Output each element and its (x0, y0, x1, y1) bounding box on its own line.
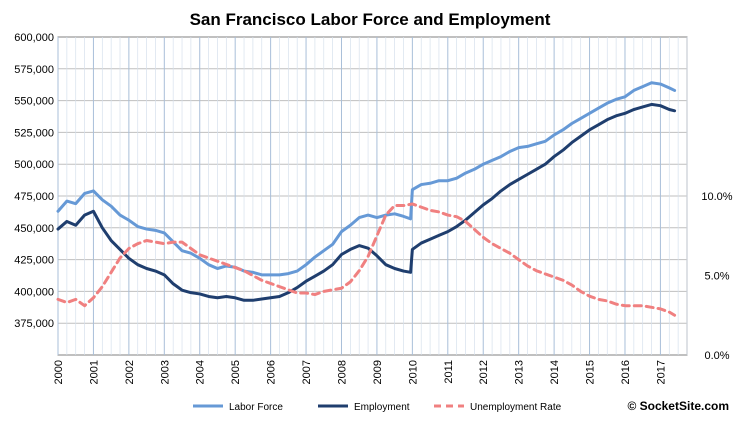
x-axis: 2000 2001 2002 2003 2004 2005 2006 2007 2008 2009… (53, 360, 667, 384)
right-y-axis: 10.0% 5.0% 0.0% (701, 191, 732, 362)
y-tick-label: 450,000 (14, 223, 54, 235)
y-tick-label: 550,000 (14, 96, 54, 108)
legend-label: Labor Force (229, 402, 283, 413)
series-line-employment (56, 102, 677, 302)
x-tick-label: 2012 (478, 360, 490, 384)
y-tick-label: 600,000 (14, 32, 54, 44)
chart-title: San Francisco Labor Force and Employment (190, 10, 551, 29)
x-tick-label: 2010 (407, 360, 419, 384)
y2-tick-label: 10.0% (701, 191, 732, 203)
x-tick-label: 2004 (195, 360, 207, 384)
x-tick-label: 2003 (159, 360, 171, 384)
y-tick-label: 500,000 (14, 159, 54, 171)
x-tick-label: 2002 (124, 360, 136, 384)
y-tick-label: 475,000 (14, 191, 54, 203)
y-tick-label: 425,000 (14, 255, 54, 267)
series-line-labor-force (56, 81, 677, 277)
left-y-axis: 600,000 575,000 550,000 525,000 500,000 475,0… (14, 32, 54, 330)
x-tick-label: 2006 (266, 360, 278, 384)
x-tick-label: 2005 (230, 360, 242, 384)
x-tick-label: 2001 (88, 360, 100, 384)
gridlines (57, 37, 688, 355)
x-tick-label: 2008 (336, 360, 348, 384)
y-tick-label: 575,000 (14, 64, 54, 76)
y-tick-label: 375,000 (14, 318, 54, 330)
x-tick-label: 2007 (301, 360, 313, 384)
x-tick-label: 2015 (585, 360, 597, 384)
y2-tick-label: 5.0% (704, 271, 729, 283)
y2-tick-label: 0.0% (704, 350, 729, 362)
x-tick-label: 2016 (620, 360, 632, 384)
x-tick-label: 2013 (514, 360, 526, 384)
y-tick-label: 400,000 (14, 286, 54, 298)
series-line-unemployment-rate (56, 202, 677, 317)
x-tick-label: 2017 (655, 360, 667, 384)
x-tick-label: 2011 (443, 360, 455, 384)
x-tick-label: 2014 (549, 360, 561, 384)
x-tick-label: 2009 (372, 360, 384, 384)
series-lines (56, 81, 677, 317)
credit-text: © SocketSite.com (627, 399, 729, 413)
legend-label: Employment (354, 402, 410, 413)
x-tick-label: 2000 (53, 360, 65, 384)
legend: Labor Force Employment Unemployment Rate (193, 402, 562, 413)
legend-label: Unemployment Rate (470, 402, 562, 413)
y-tick-label: 525,000 (14, 127, 54, 139)
